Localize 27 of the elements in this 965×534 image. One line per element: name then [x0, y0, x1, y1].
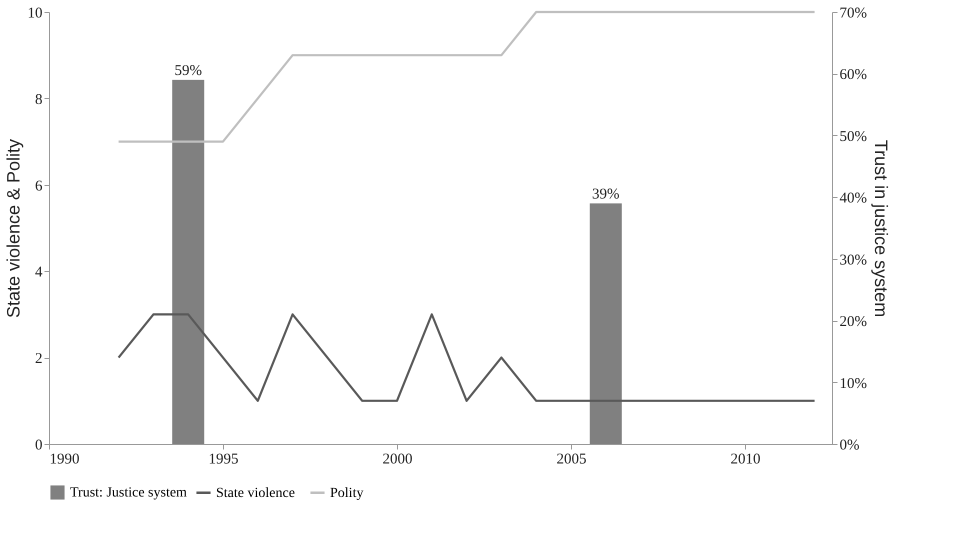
line-series [118, 10, 816, 143]
y-tick-label: 10 [28, 6, 42, 22]
legend-label: Polity [330, 486, 364, 501]
x-tick-label: 2000 [382, 452, 412, 468]
y2-tick-label: 0% [840, 438, 860, 454]
y-tick-label: 4 [35, 264, 43, 281]
y2-tick-label: 10% [840, 376, 867, 392]
y2-tick-label: 40% [840, 190, 867, 207]
y2-tick-label: 30% [840, 252, 867, 268]
y-tick-label: 6 [35, 178, 43, 194]
y-tick-label: 0 [35, 438, 42, 454]
y-axis-title: State violence & Polity [4, 138, 24, 318]
x-tick-label: 2010 [730, 452, 760, 468]
x-tick-label: 1995 [208, 452, 238, 468]
y2-tick-label: 50% [840, 128, 867, 145]
x-tick-label: 2005 [556, 452, 586, 468]
y2-tick-label: 20% [840, 314, 867, 330]
y2-axis-title: Trust in justice system [870, 140, 891, 318]
y-tick-label: 8 [35, 92, 42, 108]
y2-tick-label: 70% [840, 6, 867, 22]
y2-tick-label: 60% [840, 67, 867, 84]
data-label: 59% [174, 62, 202, 79]
legend-label: State violence [216, 486, 295, 501]
x-tick-label: 1990 [50, 452, 80, 468]
data-label: 39% [592, 186, 620, 202]
y-tick-label: 2 [35, 351, 42, 368]
legend-label: Trust: Justice system [70, 486, 188, 500]
